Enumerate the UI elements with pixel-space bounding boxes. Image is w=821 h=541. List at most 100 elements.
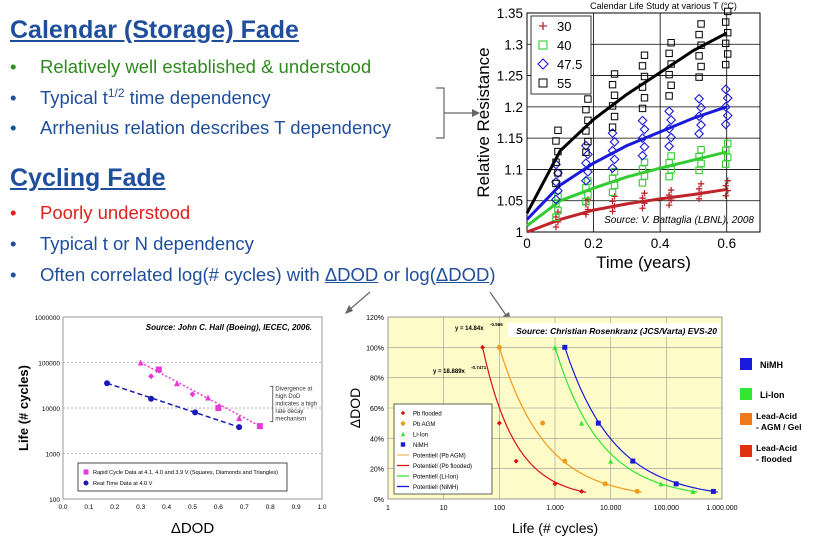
chart1-point-3 [640,94,649,102]
chart1-xtick-label: 0.4 [651,236,670,251]
chart1-point-3 [640,51,649,59]
chart3-side-legend-swatch [740,445,752,457]
chart3-point-3 [710,488,716,494]
chart1-point-0 [722,182,729,189]
chart3-equation-2-exp: -0.7471 [471,365,487,370]
chart1-point-3 [665,70,673,79]
bullet-delta-dod-2: ΔDOD [435,264,490,285]
cycling-heading: Cycling Fade [10,164,166,192]
chart1-point-3 [724,50,732,58]
bullet-dot: • [10,87,17,109]
bullet-dot: • [10,202,17,223]
bullet-text-post: time dependency [124,87,271,109]
chart3-point-3 [673,481,679,487]
chart3-legend-marker [400,421,406,426]
chart2-ytick-label: 1000 [46,452,61,459]
chart1-point-0 [667,186,675,194]
chart3-side-legend-label: Lead-Acid [756,443,797,453]
chart3-legend-label: Potentiell (NiMH) [413,485,458,491]
chart1-point-3 [724,7,732,16]
chart1-fit-line-0 [526,187,727,234]
bullet-text: Typical t [40,87,108,109]
chart3-side-legend-label: Li-Ion [760,390,785,400]
chart1-ytick-label: 1.05 [497,194,523,209]
chart3-xtick-label: 10 [440,505,448,512]
chart2-ytick-label: 1000000 [35,315,61,322]
chart3-ylabel: ΔDOD [347,388,363,428]
chart2-legend-label: Real Time Data at 4.0 V [93,481,153,487]
chart1-point-3 [638,62,647,70]
chart3-legend-marker [400,431,406,437]
chart1-point-2 [609,154,620,165]
chart1-point-3 [697,20,705,28]
bullet-text: Arrhenius relation describes T dependenc… [40,117,392,138]
chart2-annotation-line: high DoD [275,394,301,400]
chart1-point-0 [611,193,618,200]
chart1-point-1 [697,145,705,154]
chart1-ytick-label: 1 [515,225,523,240]
chart3-point-1 [562,458,568,464]
chart1-point-0 [584,196,592,203]
bullet-4: • Poorly understood [10,202,190,224]
chart2-xtick-label: 0.5 [188,504,197,511]
chart3-xtick-label: 10.000 [600,505,622,512]
chart3-fit-line-1 [498,347,642,493]
chart3-legend-label: Potentiell (Pb flooded) [413,464,472,470]
chart3-xtick-label: 1.000.000 [706,505,737,512]
chart1-legend-label: 40 [557,38,571,53]
chart3-ytick-label: 80% [370,376,384,383]
bullet-2: • Typical t1/2 time dependency [10,86,271,109]
chart1-point-2 [580,140,591,151]
chart1-fit-line-1 [526,150,728,227]
chart1-point-3 [638,104,647,113]
chart3-legend [393,403,493,495]
chart3-point-2 [608,458,614,464]
chart3-legend-label: Li-Ion [413,433,428,439]
chart3-ytick-label: 20% [370,467,384,474]
chart3-ytick-label: 120% [366,315,384,322]
chart3-fit-line-2 [554,347,698,493]
chart3-equation-1-exp: -0.566 [490,322,503,327]
chart1-point-3 [610,91,619,99]
chart3-point-2 [579,420,585,426]
chart2-point-rapid [256,423,263,430]
chart1-ytick-label: 1.2 [504,100,523,115]
chart1-legend-marker [539,22,547,30]
bracket-arrow-head [472,109,480,117]
chart3-point-3 [630,458,636,464]
chart3-point-0 [480,344,486,350]
chart1-point-0 [609,198,616,205]
chart1-point-3 [722,18,730,26]
chart3-xtick-label: 1 [386,505,390,512]
chart1-point-3 [665,49,673,58]
chart2-xtick-label: 0.4 [162,504,171,511]
bullet-sup: 1/2 [107,86,125,100]
chart1-point-0 [695,185,703,193]
chart2-ytick-label: 100000 [38,361,60,368]
chart1-point-3 [667,39,675,47]
chart1-point-2 [639,141,650,152]
chart1-point-2 [696,120,707,130]
chart2-point-rapid [155,366,162,373]
chart3-point-2 [658,481,664,487]
chart1-legend-label: 55 [557,76,571,91]
chart1-ylabel: Relative Resistance [474,47,493,197]
chart1-xtick-label: 0 [523,236,531,251]
chart3-point-2 [552,344,558,350]
chart3-equation-2: y = 18.889x [433,369,466,375]
chart1-point-1 [640,158,649,166]
chart1-point-0 [552,223,560,231]
chart3-ytick-label: 0% [374,497,384,504]
chart2-trend-realtime [106,382,240,428]
chart1-legend-label: 47.5 [557,57,582,72]
bullet-dot: • [10,233,17,254]
chart1-fit-line-2 [525,105,728,221]
chart1-point-0 [639,205,646,212]
chart1-point-0 [724,177,731,184]
chart1-point-3 [665,92,673,100]
chart1-point-0 [552,213,560,221]
chart3-ytick-label: 60% [370,406,384,413]
chart1-point-3 [695,30,703,39]
chart1-point-2 [720,101,731,112]
chart1-point-2 [720,84,731,95]
